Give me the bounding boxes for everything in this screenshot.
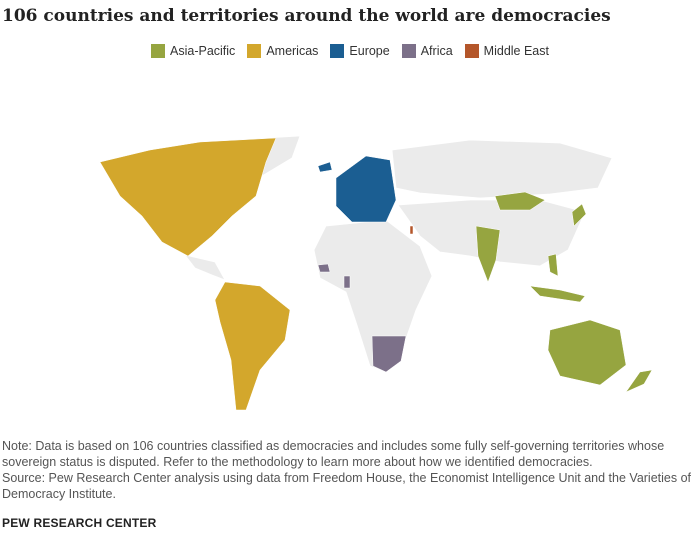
russia xyxy=(391,139,613,199)
legend-label: Africa xyxy=(420,44,453,58)
legend-label: Asia-Pacific xyxy=(170,44,236,58)
israel xyxy=(409,225,414,235)
indonesia xyxy=(529,285,586,303)
footer: PEW RESEARCH CENTER xyxy=(2,516,157,530)
south-america xyxy=(214,281,291,411)
west-africa xyxy=(317,263,331,273)
legend-swatch xyxy=(330,44,345,58)
india xyxy=(475,225,501,283)
philippines xyxy=(547,253,559,277)
north-america xyxy=(99,137,277,257)
legend-item: Middle East xyxy=(464,44,549,58)
legend-swatch xyxy=(464,44,479,58)
legend: Asia-Pacific Americas Europe Africa Middle E… xyxy=(0,44,700,58)
japan xyxy=(571,203,587,227)
legend-swatch xyxy=(151,44,166,58)
title: 106 countries and territories around the… xyxy=(2,6,611,26)
legend-item: Europe xyxy=(330,44,390,58)
australia xyxy=(547,319,627,386)
source: Source: Pew Research Center analysis usi… xyxy=(2,471,692,501)
central-america xyxy=(183,254,226,281)
legend-swatch xyxy=(401,44,416,58)
legend-label: Europe xyxy=(349,44,390,58)
legend-swatch xyxy=(247,44,262,58)
legend-item: Africa xyxy=(401,44,453,58)
mongolia xyxy=(494,191,546,211)
legend-label: Middle East xyxy=(483,44,549,58)
europe xyxy=(335,155,397,223)
legend-label: Americas xyxy=(266,44,319,58)
ghana xyxy=(343,275,351,289)
world-map xyxy=(99,135,653,411)
legend-item: Asia-Pacific xyxy=(151,44,235,58)
iceland xyxy=(317,161,333,173)
legend-item: Americas xyxy=(247,44,318,58)
note: Note: Data is based on 106 countries cla… xyxy=(2,439,665,469)
new-zealand xyxy=(625,369,653,393)
southern-africa xyxy=(371,335,407,373)
